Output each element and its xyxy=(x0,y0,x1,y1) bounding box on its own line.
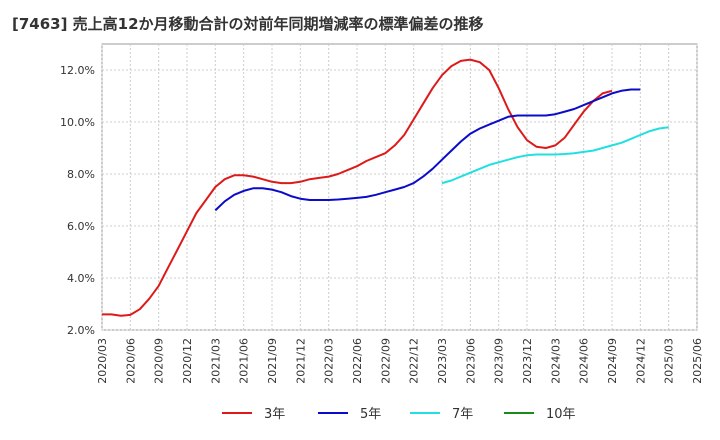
x-tick-label: 2024/09 xyxy=(606,338,619,384)
x-tick-label: 2021/12 xyxy=(294,338,307,384)
x-tick-label: 2022/06 xyxy=(351,338,364,384)
x-tick-label: 2020/03 xyxy=(96,338,109,384)
legend: 3年 5年 7年 10年 xyxy=(222,407,576,422)
series-line-5年 xyxy=(214,88,641,212)
grid xyxy=(101,43,698,331)
legend-label: 5年 xyxy=(360,407,381,422)
x-tick-label: 2020/06 xyxy=(124,338,137,384)
x-tick-label: 2022/09 xyxy=(379,338,392,384)
series-line-3年 xyxy=(102,58,613,317)
y-axis: 2.0% 4.0% 6.0% 8.0% 10.0% 12.0% xyxy=(60,64,95,337)
y-tick-label: 12.0% xyxy=(60,64,95,77)
x-tick-label: 2023/06 xyxy=(464,338,477,384)
x-tick-label: 2020/12 xyxy=(181,338,194,384)
x-tick-label: 2024/06 xyxy=(578,338,591,384)
x-tick-label: 2025/06 xyxy=(691,338,704,384)
chart-title: [7463] 売上高12か月移動合計の対前年同期増減率の標準偏差の推移 xyxy=(12,15,484,33)
plot-frame xyxy=(101,43,698,331)
x-axis: 2020/03 2020/06 2020/09 2020/12 2021/03 2021/… xyxy=(96,338,704,384)
x-tick-label: 2023/09 xyxy=(493,338,506,384)
y-tick-label: 4.0% xyxy=(67,272,95,285)
x-tick-label: 2024/12 xyxy=(634,338,647,384)
series-line-7年 xyxy=(441,126,669,185)
y-tick-label: 8.0% xyxy=(67,168,95,181)
x-tick-label: 2021/09 xyxy=(266,338,279,384)
x-tick-label: 2022/03 xyxy=(323,338,336,384)
legend-label: 7年 xyxy=(452,407,473,422)
y-tick-label: 10.0% xyxy=(60,116,95,129)
x-tick-label: 2021/03 xyxy=(209,338,222,384)
y-tick-label: 6.0% xyxy=(67,220,95,233)
x-tick-label: 2020/09 xyxy=(153,338,166,384)
legend-label: 3年 xyxy=(264,407,285,422)
x-tick-label: 2024/03 xyxy=(549,338,562,384)
legend-label: 10年 xyxy=(546,407,576,422)
x-tick-label: 2023/12 xyxy=(521,338,534,384)
x-tick-label: 2022/12 xyxy=(408,338,421,384)
series-group xyxy=(102,58,669,317)
x-tick-label: 2021/06 xyxy=(238,338,251,384)
x-tick-label: 2025/03 xyxy=(663,338,676,384)
y-tick-label: 2.0% xyxy=(67,324,95,337)
x-tick-label: 2023/03 xyxy=(436,338,449,384)
